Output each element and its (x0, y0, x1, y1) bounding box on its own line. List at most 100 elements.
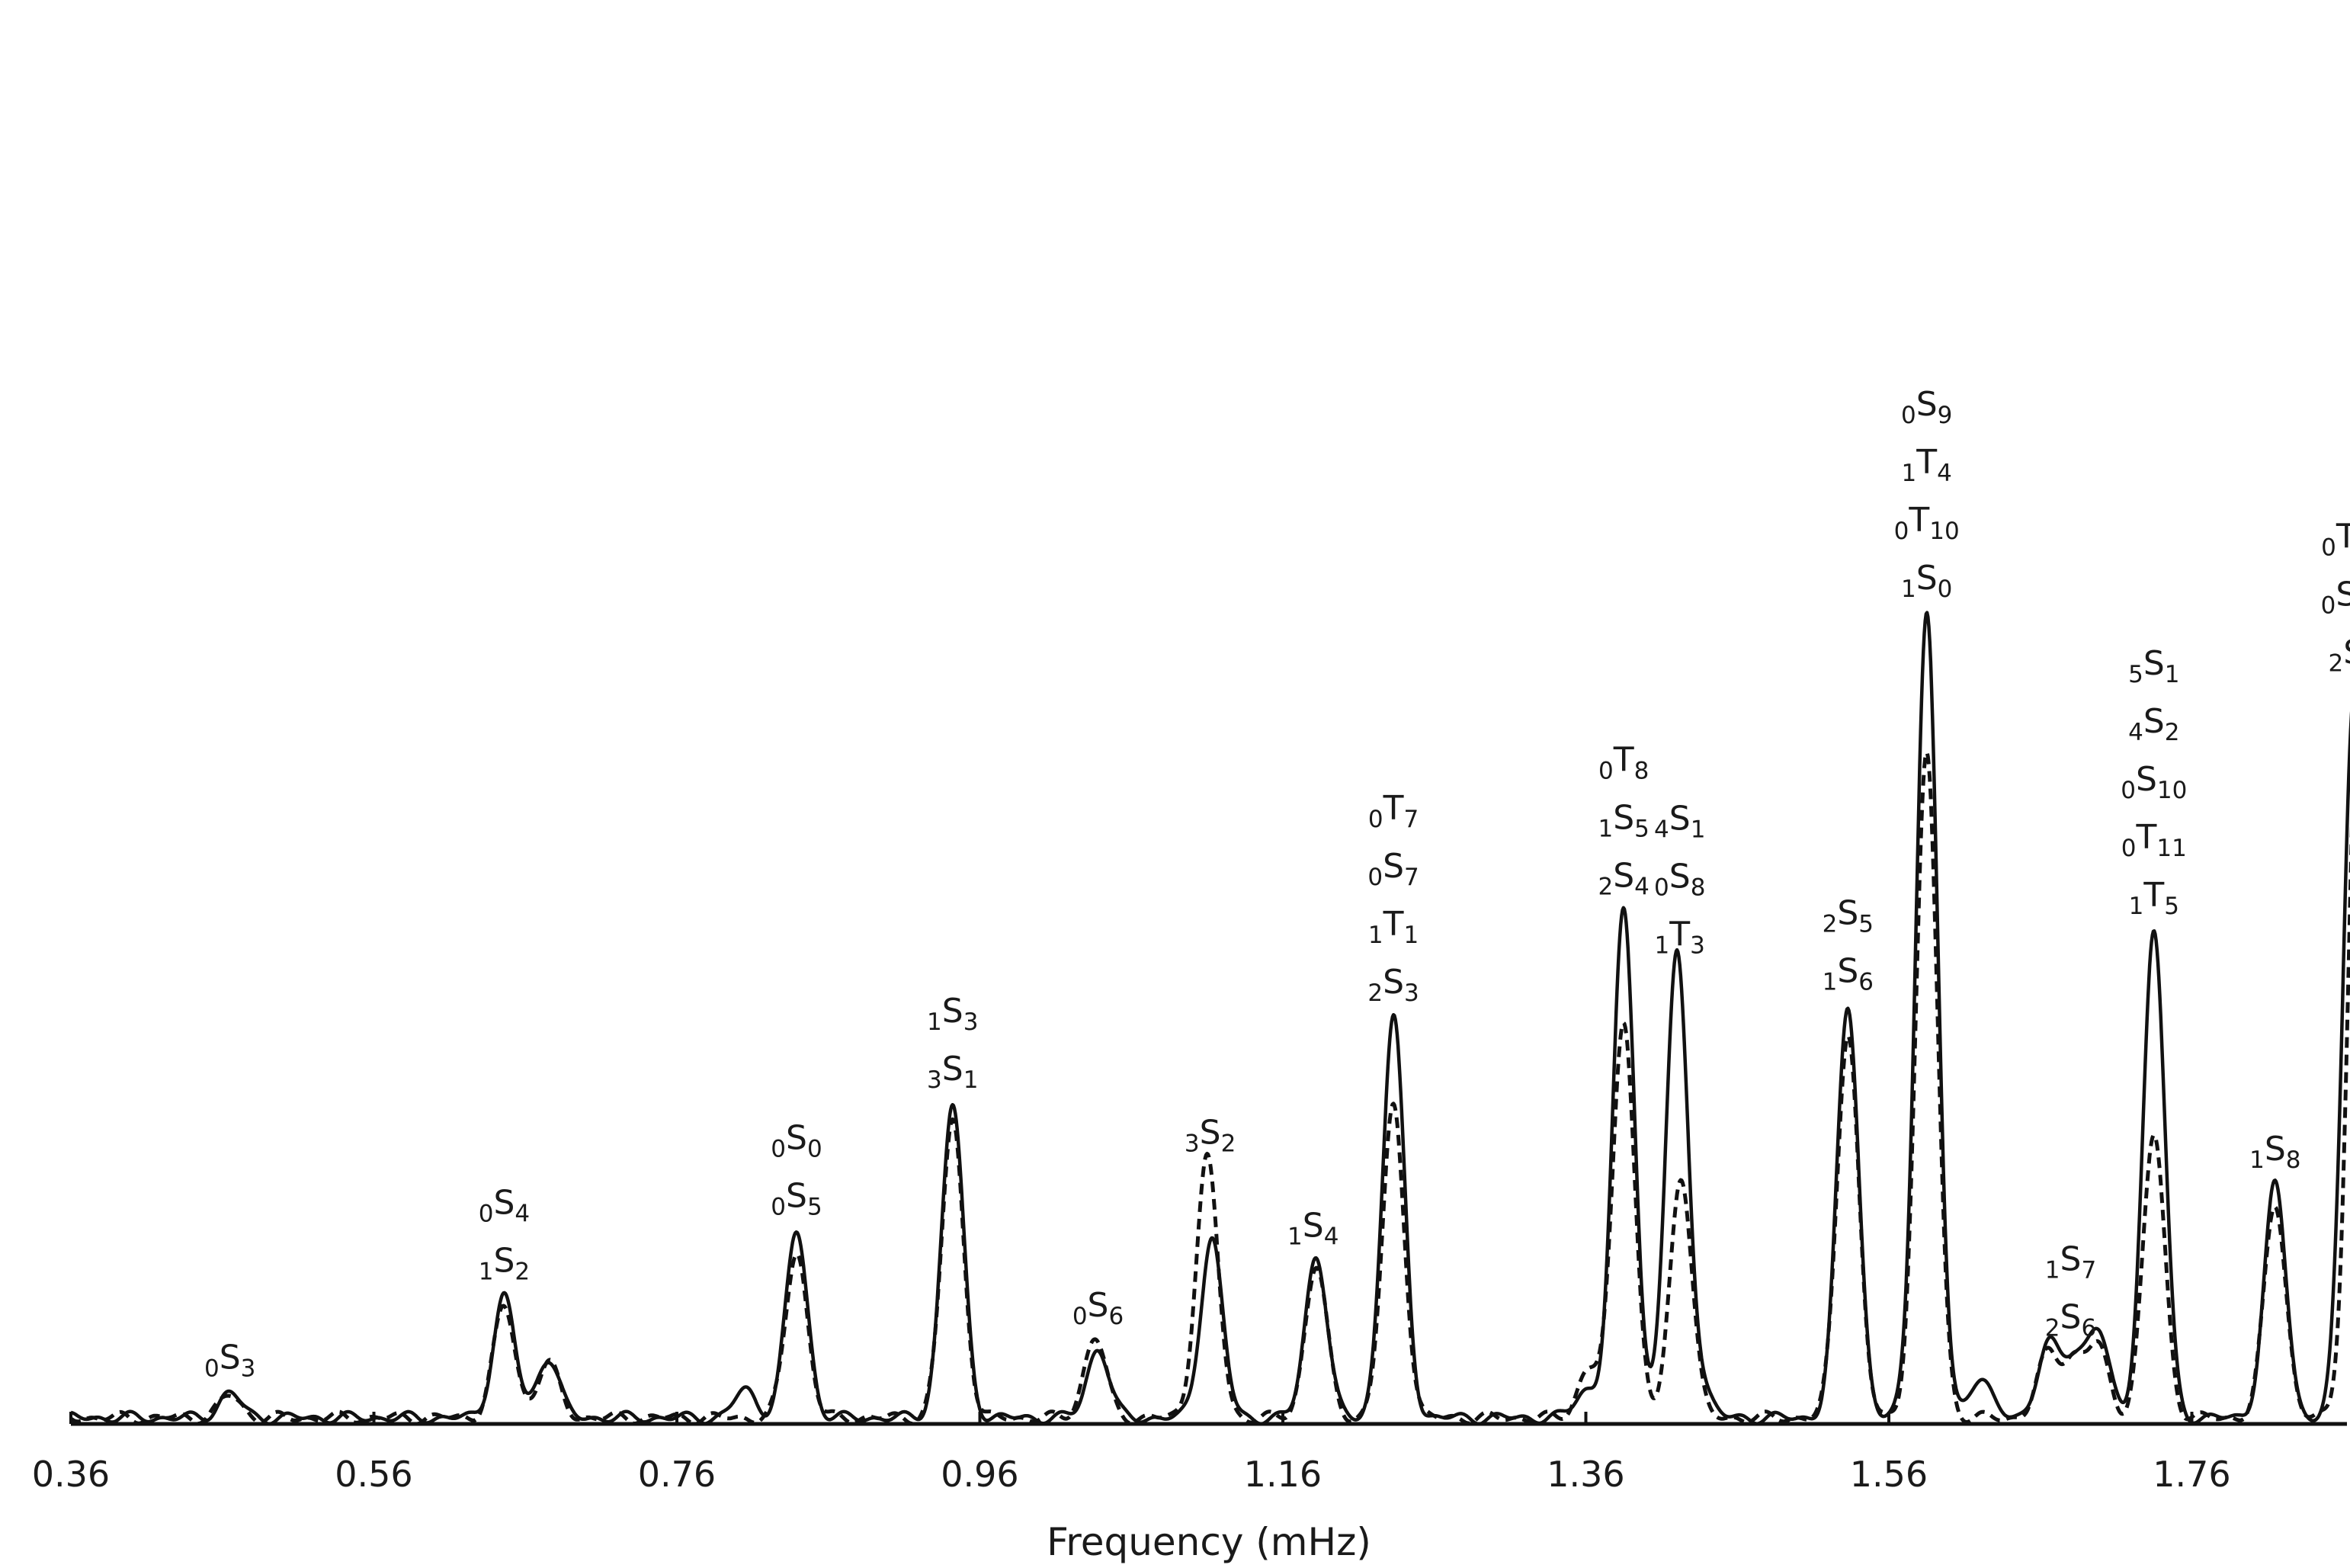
mode-label-line: 1S0 (1901, 559, 1952, 603)
overtone-number: 0 (204, 1355, 220, 1382)
mode-label-l-0s0-0s5: 0S0 0S5 (771, 1119, 822, 1221)
mode-type: S (1916, 385, 1938, 424)
overtone-number: 4 (2128, 719, 2143, 746)
angular-order: 1 (1691, 816, 1706, 843)
mode-label-line: 1S5 (1598, 799, 1649, 843)
angular-order: 11 (2156, 835, 2186, 862)
angular-order: 4 (515, 1201, 530, 1228)
mode-type: T (1383, 789, 1404, 828)
mode-type: S (2265, 1130, 2286, 1169)
mode-label-line: 0S9 (1901, 385, 1952, 429)
mode-label-l-0s6: 0S6 (1072, 1286, 1124, 1330)
overtone-number: 0 (771, 1136, 786, 1163)
mode-label-line: 1S2 (479, 1242, 530, 1286)
mode-type: T (1383, 905, 1404, 944)
mode-type: S (1669, 857, 1691, 896)
mode-label-line: 0T12 (2321, 517, 2350, 561)
mode-label-line: 1T1 (1368, 905, 1419, 949)
angular-order: 6 (1858, 969, 1874, 996)
angular-order: 9 (1938, 402, 1953, 429)
angular-order: 2 (515, 1259, 530, 1286)
overtone-number: 0 (1072, 1303, 1088, 1330)
overtone-number: 5 (2128, 661, 2143, 688)
overtone-number: 1 (1823, 969, 1838, 996)
mode-type: S (1837, 952, 1858, 991)
overtone-number: 1 (1655, 932, 1670, 959)
overtone-number: 1 (2129, 893, 2144, 920)
angular-order: 8 (1691, 874, 1706, 901)
mode-label-line: 4S1 (1654, 799, 1705, 843)
overtone-number: 1 (1287, 1223, 1303, 1251)
mode-label-line: 0T8 (1598, 741, 1649, 785)
mode-label-line: 2S7 (2328, 633, 2350, 677)
angular-order: 5 (1634, 816, 1649, 843)
mode-label-line: 0S4 (479, 1184, 530, 1228)
mode-label-line: 0T7 (1368, 789, 1419, 833)
angular-order: 0 (807, 1136, 822, 1163)
overtone-number: 1 (1368, 922, 1383, 949)
angular-order: 8 (1634, 758, 1649, 785)
mode-type: S (1200, 1114, 1221, 1153)
overtone-number: 0 (1368, 806, 1383, 833)
mode-type: T (1908, 501, 1929, 540)
mode-type: S (786, 1119, 807, 1158)
mode-type: S (1303, 1207, 1324, 1246)
mode-type: T (2336, 517, 2350, 556)
overtone-number: 0 (2121, 835, 2137, 862)
overtone-number: 0 (2121, 777, 2136, 804)
angular-order: 1 (1404, 922, 1419, 949)
mode-type: S (220, 1338, 241, 1377)
angular-order: 10 (2157, 777, 2187, 804)
angular-order: 5 (1858, 911, 1874, 938)
overtone-number: 3 (927, 1066, 942, 1094)
mode-type: S (493, 1242, 515, 1281)
x-tick-label-5: 1.36 (1547, 1454, 1624, 1495)
mode-label-line: 1T4 (1902, 443, 1952, 487)
mode-label-l-1s3-3s1: 1S3 3S1 (927, 992, 978, 1094)
mode-label-line: 0S8 (1654, 857, 1705, 901)
angular-order: 1 (2165, 661, 2180, 688)
angular-order: 7 (1404, 864, 1419, 891)
angular-order: 7 (2081, 1257, 2096, 1284)
overtone-number: 1 (2045, 1257, 2060, 1284)
mode-type: S (1383, 847, 1404, 886)
mode-label-line: 5S1 (2128, 644, 2179, 688)
x-tick-label-2: 0.76 (638, 1454, 716, 1495)
mode-type: T (1916, 443, 1937, 482)
x-tick-label-0: 0.36 (32, 1454, 110, 1495)
mode-label-line: 3S1 (927, 1050, 978, 1094)
mode-label-line: 1S6 (1823, 952, 1874, 996)
x-tick-label-6: 1.56 (1850, 1454, 1928, 1495)
mode-label-line: 1S7 (2045, 1240, 2096, 1284)
overtone-number: 1 (927, 1008, 942, 1036)
angular-order: 3 (1404, 980, 1419, 1007)
mode-type: S (1669, 799, 1691, 838)
angular-order: 3 (963, 1008, 979, 1036)
mode-label-line: 2S4 (1598, 857, 1649, 901)
x-tick-label-4: 1.16 (1244, 1454, 1322, 1495)
angular-order: 0 (1938, 576, 1953, 603)
mode-type: S (2143, 702, 2165, 741)
mode-label-line: 0S5 (771, 1177, 822, 1221)
overtone-number: 1 (2249, 1146, 2265, 1174)
overtone-number: 1 (1902, 460, 1917, 487)
x-axis: 0.360.560.760.961.161.361.561.761.962.16 (32, 1412, 2347, 1495)
overtone-number: 4 (1654, 816, 1669, 843)
angular-order: 8 (2286, 1146, 2301, 1174)
overtone-number: 1 (1598, 816, 1613, 843)
mode-label-line: 0S3 (204, 1338, 255, 1382)
mode-label-line: 1S4 (1287, 1207, 1339, 1251)
overtone-number: 0 (1367, 864, 1383, 891)
mode-type: S (2143, 644, 2165, 683)
angular-order: 7 (1404, 806, 1419, 833)
mode-label-l-1385: 0T8 1S5 2S4 (1598, 741, 1649, 901)
series-layer (69, 611, 2350, 1426)
mode-label-line: 1S3 (927, 992, 978, 1036)
overtone-number: 2 (2328, 649, 2343, 677)
mode-label-line: 0S11 (2321, 575, 2350, 619)
mode-label-line: 4S2 (2128, 702, 2179, 746)
mode-label-line: 0S6 (1072, 1286, 1124, 1330)
